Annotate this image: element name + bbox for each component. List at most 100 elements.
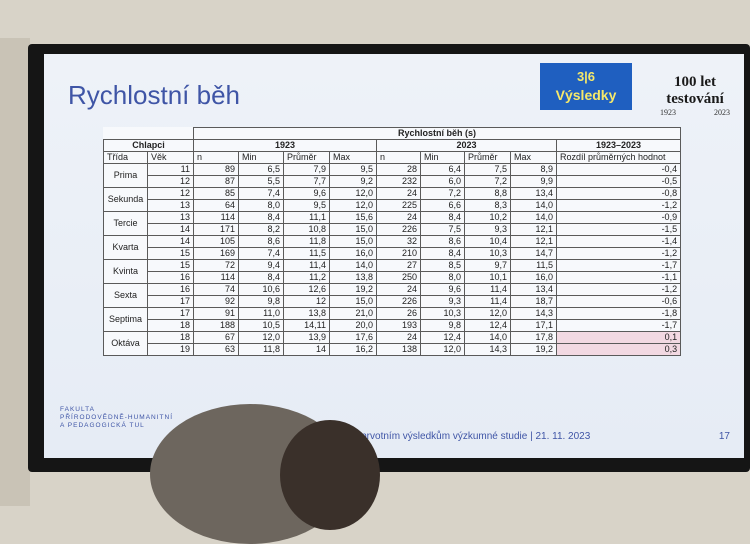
class-name: Sekunda — [103, 187, 148, 212]
value-cell: 12 — [283, 295, 330, 308]
logo-title: 100 let testování — [666, 74, 724, 107]
value-cell: 11,4 — [464, 295, 511, 308]
value-cell: 9,6 — [283, 187, 330, 200]
value-cell: 9,7 — [464, 259, 511, 272]
value-cell: 10,5 — [238, 319, 284, 332]
value-cell: 7,2 — [420, 187, 465, 200]
value-cell: 67 — [193, 331, 239, 344]
faculty-logo: FAKULTA PŘÍRODOVĚDNĚ-HUMANITNÍ A PEDAGOG… — [60, 406, 173, 430]
column-header: Max — [329, 151, 377, 164]
table-row: 14 171 8,2 10,8 15,0 226 7,5 9,3 12,1 -1,5 — [104, 223, 682, 236]
table-row: Třída Věk n Min Průměr Max n Min Průměr Max Rozdíl… — [103, 151, 682, 164]
value-cell: 8,0 — [420, 271, 465, 284]
table-row: 18 188 10,5 14,11 20,0 193 9,8 12,4 17,1 -1,7 — [104, 319, 682, 332]
value-cell: 19,2 — [329, 283, 377, 296]
value-cell: 12,0 — [420, 343, 465, 356]
period-header: 1923 — [193, 139, 377, 152]
faculty-line: A PEDAGOGICKÁ TUL — [60, 422, 145, 429]
slide: Rychlostní běh 3|6 Výsledky 100 let test… — [44, 54, 744, 458]
value-cell: 11,1 — [283, 211, 330, 224]
age-cell: 17 — [147, 307, 194, 320]
age-cell: 12 — [147, 175, 194, 188]
value-cell: 11,5 — [510, 259, 557, 272]
value-cell: 15,0 — [329, 223, 377, 236]
value-cell: 114 — [193, 271, 239, 284]
value-cell: -0,5 — [555, 175, 682, 188]
age-cell: 18 — [147, 319, 194, 332]
value-cell: 8,0 — [238, 199, 284, 212]
value-cell: 105 — [193, 235, 239, 248]
value-cell: 10,3 — [420, 307, 465, 320]
value-cell: 0,3 — [555, 343, 682, 356]
value-cell: 250 — [376, 271, 421, 284]
value-cell: 7,7 — [283, 175, 330, 188]
value-cell: 8,2 — [238, 223, 284, 236]
value-cell: 6,6 — [420, 199, 465, 212]
value-cell: 18,7 — [510, 295, 557, 308]
value-cell: 14,3 — [510, 307, 557, 320]
value-cell: 19,2 — [510, 343, 557, 356]
column-header: Rozdíl průměrných hodnot — [555, 151, 682, 164]
value-cell: 193 — [376, 319, 421, 332]
class-name: Oktáva — [103, 331, 148, 356]
column-header: n — [376, 151, 421, 164]
value-cell: 9,5 — [329, 163, 377, 176]
value-cell: 10,8 — [283, 223, 330, 236]
value-cell: 28 — [376, 163, 421, 176]
value-cell: 15,6 — [329, 211, 377, 224]
value-cell: 24 — [376, 283, 421, 296]
column-header: n — [193, 151, 239, 164]
value-cell: 14,0 — [510, 199, 557, 212]
age-cell: 16 — [147, 271, 194, 284]
badge-label: Výsledky — [555, 87, 617, 103]
value-cell: 10,3 — [464, 247, 511, 260]
value-cell: 226 — [376, 223, 421, 236]
value-cell: 210 — [376, 247, 421, 260]
audience-head — [280, 420, 380, 530]
value-cell: 14,7 — [510, 247, 557, 260]
age-cell: 11 — [147, 163, 194, 176]
value-cell: 87 — [193, 175, 239, 188]
value-cell: 14,0 — [329, 259, 377, 272]
logo-years: 1923 2023 — [646, 108, 744, 117]
value-cell: -1,4 — [555, 235, 682, 248]
age-cell: 13 — [147, 199, 194, 212]
value-cell: -1,2 — [555, 199, 682, 212]
value-cell: 10,4 — [464, 235, 511, 248]
value-cell: 12,4 — [420, 331, 465, 344]
value-cell: 72 — [193, 259, 239, 272]
period-header: 1923–2023 — [555, 139, 682, 152]
value-cell: 188 — [193, 319, 239, 332]
value-cell: 8,5 — [420, 259, 465, 272]
value-cell: 11,2 — [283, 271, 330, 284]
value-cell: 171 — [193, 223, 239, 236]
age-cell: 19 — [147, 343, 194, 356]
column-header: Min — [238, 151, 284, 164]
logo-year: 2023 — [714, 108, 730, 117]
column-header: Průměr — [283, 151, 330, 164]
table-row: Tercie 13 114 8,4 11,1 15,6 24 8,4 10,2 14,0 -0,9 — [103, 211, 682, 236]
value-cell: 8,3 — [464, 199, 511, 212]
value-cell: 15,0 — [329, 235, 377, 248]
table-row: Kvarta 14 105 8,6 11,8 15,0 32 8,6 10,4 12,1 -1,4 — [103, 235, 682, 260]
value-cell: 13,4 — [510, 187, 557, 200]
value-cell: 9,3 — [464, 223, 511, 236]
value-cell: 27 — [376, 259, 421, 272]
column-header: Věk — [147, 151, 194, 164]
value-cell: 10,2 — [464, 211, 511, 224]
value-cell: 226 — [376, 295, 421, 308]
value-cell: -0,6 — [555, 295, 682, 308]
value-cell: -0,8 — [555, 187, 682, 200]
value-cell: 14 — [283, 343, 330, 356]
age-cell: 14 — [147, 235, 194, 248]
value-cell: 13,8 — [329, 271, 377, 284]
age-cell: 17 — [147, 295, 194, 308]
table-row: 19 63 11,8 14 16,2 138 12,0 14,3 19,2 0,3 — [104, 343, 682, 356]
value-cell: 8,4 — [238, 211, 284, 224]
value-cell: 21,0 — [329, 307, 377, 320]
value-cell: 12,0 — [464, 307, 511, 320]
age-cell: 13 — [147, 211, 194, 224]
value-cell: 6,4 — [420, 163, 465, 176]
value-cell: 10,1 — [464, 271, 511, 284]
value-cell: 20,0 — [329, 319, 377, 332]
